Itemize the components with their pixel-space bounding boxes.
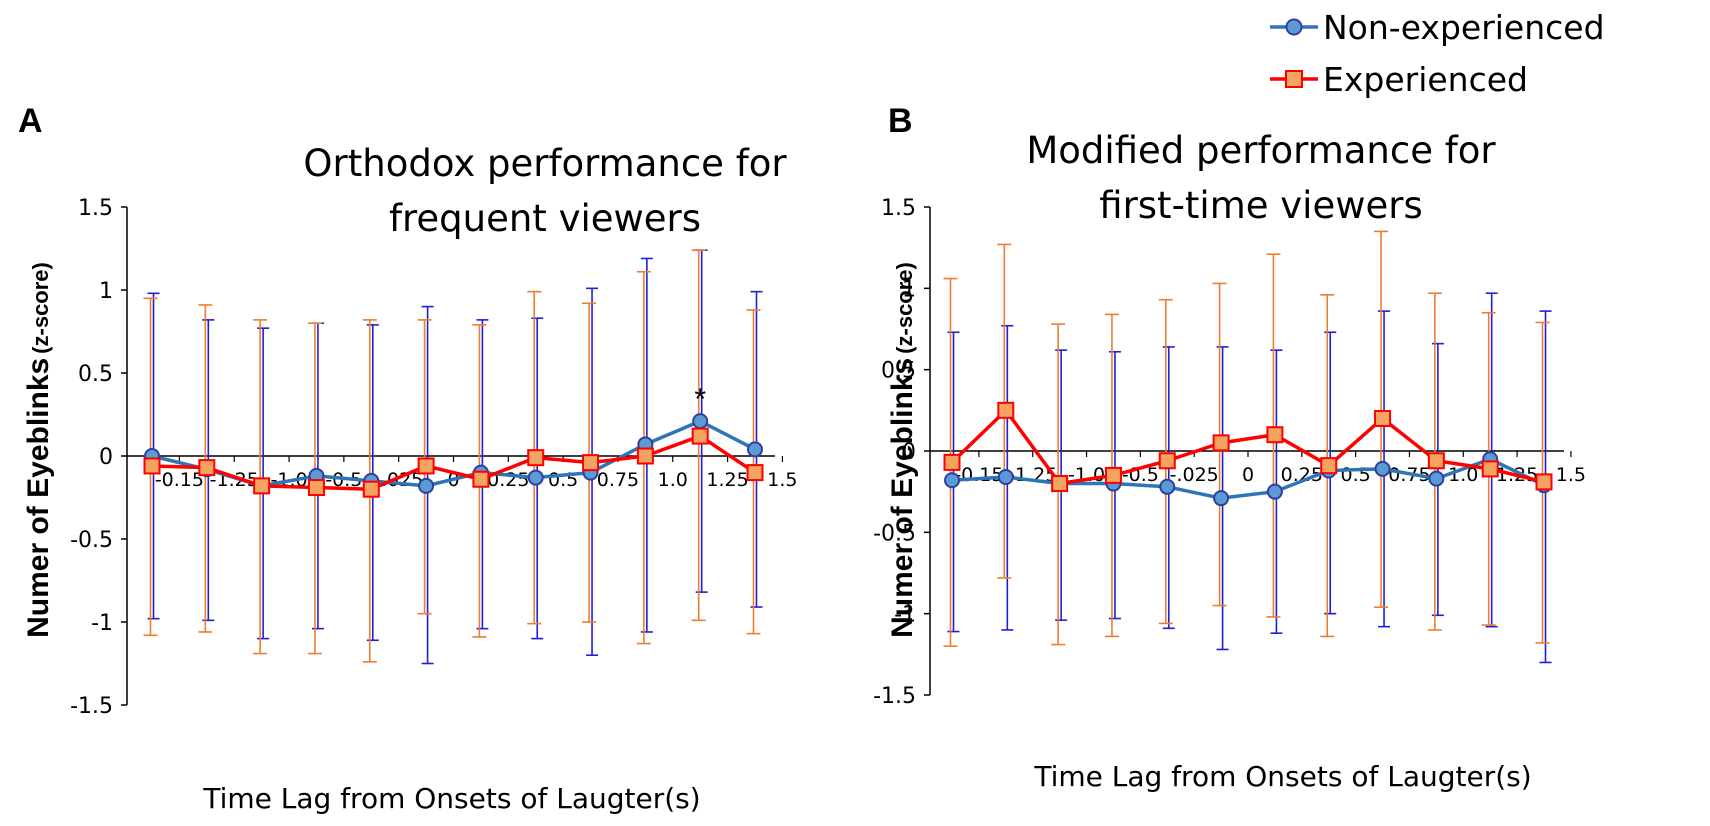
series-line-experienced [151, 434, 756, 491]
point-experienced [1481, 460, 1499, 478]
x-tick-label: 1.0 [1448, 464, 1478, 486]
chart-panel-b: B Modified performance for first-time vi… [873, 102, 1586, 793]
point-experienced [253, 477, 271, 495]
point-experienced [527, 449, 545, 467]
x-axis-label: Time Lag from Onsets of Laugter(s) [1033, 760, 1531, 793]
y-tick-label: 0 [902, 440, 916, 465]
point-experienced [1266, 426, 1284, 444]
y-tick-label: 0.5 [881, 359, 916, 384]
x-axis-label: Time Lag from Onsets of Laugter(s) [202, 782, 700, 815]
y-tick-label: -1.5 [70, 694, 113, 719]
y-axis: 1.5 1 0.5 0 -0.5 -1 -1.5 [70, 196, 128, 719]
x-tick-label: -.025 [374, 469, 423, 491]
x-tick-label: 0 [1242, 464, 1254, 486]
chart-title-line-2: first-time viewers [1099, 184, 1422, 227]
point-experienced [198, 459, 216, 477]
point-experienced [1374, 409, 1392, 427]
y-tick-label: -1.5 [873, 684, 916, 709]
point-non-experienced [1428, 470, 1445, 487]
point-non-experienced [997, 469, 1014, 486]
y-tick-label: -1 [91, 611, 113, 636]
series-line-non-experienced [951, 457, 1545, 500]
x-tick-label: 1.5 [767, 469, 797, 491]
x-tick-label: 0.5 [548, 469, 578, 491]
chart-panel-a: A Orthodox performance for frequent view… [18, 102, 798, 815]
point-non-experienced [1374, 460, 1391, 477]
point-experienced [997, 401, 1015, 419]
series-lines [151, 419, 756, 491]
legend-label-experienced: Experienced [1323, 60, 1528, 99]
x-tick-label: 1.25 [706, 469, 748, 491]
x-tick-label: 0.5 [1341, 464, 1371, 486]
series-lines [950, 408, 1545, 500]
point-experienced [746, 464, 764, 482]
legend-item-non-experienced: Non-experienced [1270, 8, 1605, 47]
point-non-experienced [1266, 483, 1283, 500]
point-experienced [636, 447, 654, 465]
y-tick-label: -1 [894, 603, 916, 628]
point-non-experienced [1213, 490, 1230, 507]
y-tick-label: 0 [99, 445, 113, 470]
point-non-experienced [747, 441, 763, 458]
x-tick-label: 0.25 [1281, 464, 1323, 486]
point-non-experienced [527, 469, 544, 486]
legend: Non-experienced Experienced [1270, 8, 1605, 99]
point-experienced [1535, 473, 1553, 491]
significance-marker: * [694, 383, 706, 416]
panel-label-a: A [18, 102, 43, 140]
point-experienced [1427, 452, 1445, 470]
chart-title-line-2: frequent viewers [389, 197, 701, 240]
point-experienced [472, 470, 490, 488]
y-tick-label: 0.5 [78, 362, 113, 387]
series-line-experienced [950, 408, 1545, 486]
data-markers [143, 413, 764, 498]
x-tick-label: -0.15 [954, 464, 1003, 486]
square-marker-icon [1285, 70, 1303, 88]
point-non-experienced [1159, 478, 1176, 495]
y-tick-label: -0.5 [873, 521, 916, 546]
point-experienced [362, 480, 380, 498]
point-experienced [1212, 434, 1230, 452]
x-tick-label: -.025 [1170, 464, 1219, 486]
x-tick-label: 1.0 [658, 469, 688, 491]
annotations: * [694, 383, 706, 416]
point-experienced [1158, 452, 1176, 470]
point-non-experienced [418, 477, 435, 494]
x-tick-label: -0.15 [155, 469, 204, 491]
point-experienced [1051, 475, 1069, 493]
y-tick-label: -0.5 [70, 528, 113, 553]
point-experienced [1104, 466, 1122, 484]
point-non-experienced [944, 472, 960, 489]
y-axis-label: Numer of Eyeblinks(z-score) [886, 262, 919, 638]
y-tick-label: 1 [902, 277, 916, 302]
panel-label-b: B [888, 102, 913, 140]
y-tick-label: 1.5 [78, 196, 113, 221]
legend-label-non-experienced: Non-experienced [1323, 8, 1605, 47]
point-experienced [307, 479, 325, 497]
point-experienced [417, 457, 435, 475]
chart-title-line-1: Modified performance for [1026, 129, 1496, 172]
chart-title-line-1: Orthodox performance for [303, 142, 787, 185]
y-axis-label: Numer of Eyeblinks(z-score) [22, 262, 55, 638]
data-markers [943, 401, 1553, 507]
point-experienced [1320, 457, 1338, 475]
y-tick-label: 1.5 [881, 196, 916, 221]
point-experienced [143, 457, 161, 475]
point-non-experienced [692, 413, 709, 430]
x-tick-label: 0.75 [597, 469, 639, 491]
x-tick-label: 1.5 [1556, 464, 1586, 486]
point-experienced [943, 453, 961, 471]
point-experienced [582, 454, 600, 472]
y-tick-label: 1 [99, 279, 113, 304]
legend-item-experienced: Experienced [1270, 60, 1528, 99]
circle-marker-icon [1285, 18, 1303, 36]
point-experienced [691, 427, 709, 445]
